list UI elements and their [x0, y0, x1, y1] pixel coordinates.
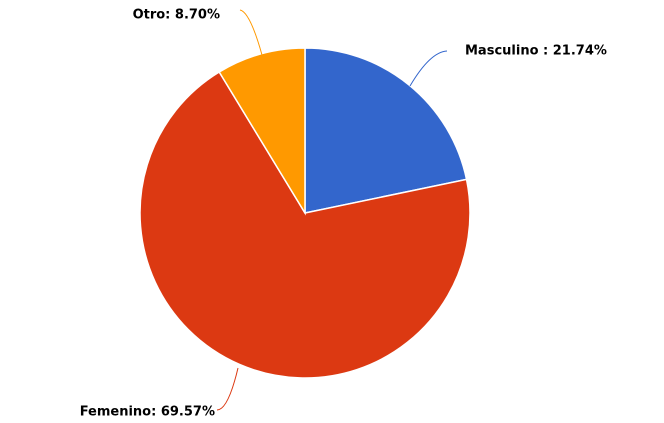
data-label: Masculino : 21.74% [465, 44, 607, 59]
leader-line [239, 9, 263, 56]
pie-slice [139, 71, 471, 379]
data-label: Otro: 8.70% [133, 8, 220, 23]
data-label: Femenino: 69.57% [80, 405, 215, 420]
pie-slice [304, 47, 468, 214]
pie-slice [218, 47, 306, 216]
leader-line [216, 367, 239, 411]
leader-line [409, 50, 448, 87]
